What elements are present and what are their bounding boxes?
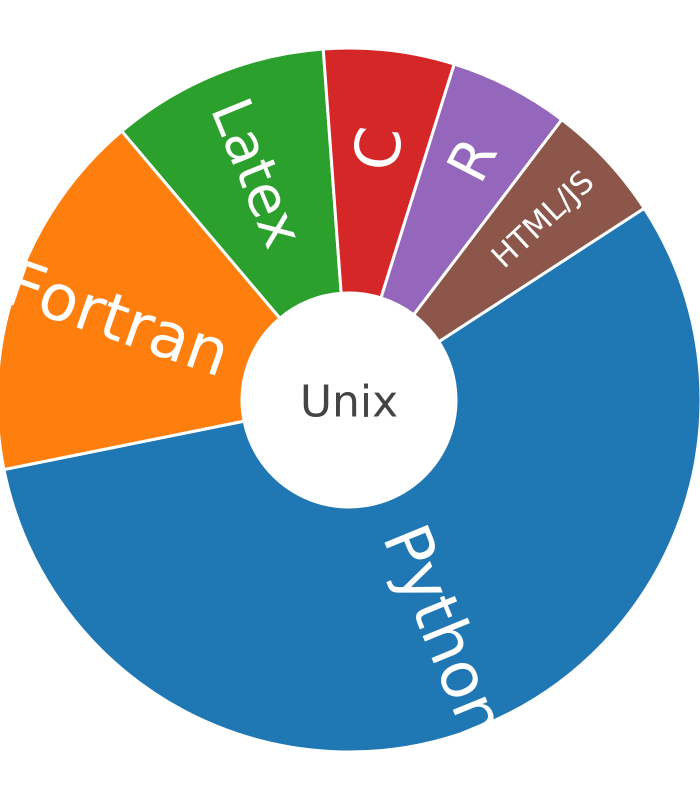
center-circle[interactable]: [242, 293, 456, 507]
center-label: Unix: [300, 377, 398, 428]
slice-label-c: C: [339, 123, 416, 174]
